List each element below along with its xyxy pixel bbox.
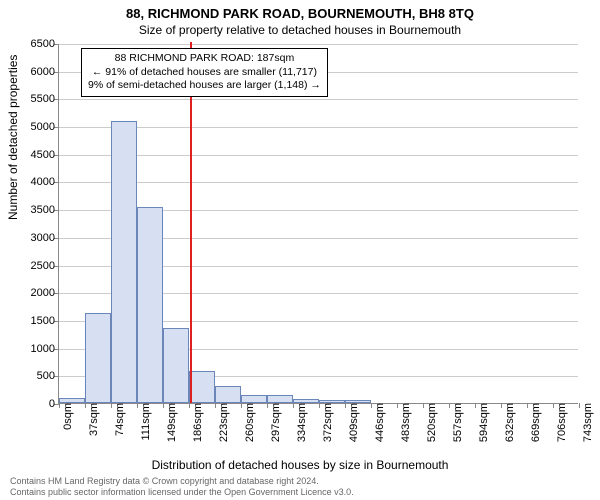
y-tick-label: 6500 xyxy=(31,38,59,50)
y-tick-label: 2000 xyxy=(31,287,59,299)
footer-line1: Contains HM Land Registry data © Crown c… xyxy=(10,476,354,487)
histogram-bar xyxy=(241,395,267,403)
x-tick-label: 557sqm xyxy=(450,403,464,442)
y-tick-label: 6000 xyxy=(31,66,59,78)
x-tick-label: 74sqm xyxy=(112,403,126,436)
x-tick-label: 186sqm xyxy=(190,403,204,442)
x-tick-label: 0sqm xyxy=(60,403,74,430)
y-tick-label: 1500 xyxy=(31,315,59,327)
annotation-box: 88 RICHMOND PARK ROAD: 187sqm ← 91% of d… xyxy=(81,48,328,97)
y-tick-label: 4000 xyxy=(31,176,59,188)
plot-area: 0500100015002000250030003500400045005000… xyxy=(58,44,578,404)
x-tick-label: 111sqm xyxy=(138,403,152,441)
footer-attribution: Contains HM Land Registry data © Crown c… xyxy=(10,476,354,499)
histogram-bar xyxy=(267,395,293,403)
y-tick-label: 3500 xyxy=(31,204,59,216)
annotation-line2: ← 91% of detached houses are smaller (11… xyxy=(88,66,321,80)
gridline xyxy=(59,44,578,45)
y-axis-label: Number of detached properties xyxy=(6,55,20,220)
y-tick-label: 500 xyxy=(37,370,59,382)
y-tick-label: 4500 xyxy=(31,149,59,161)
y-tick-label: 5000 xyxy=(31,121,59,133)
x-tick-label: 372sqm xyxy=(320,403,334,442)
histogram-bar xyxy=(215,386,241,403)
footer-line2: Contains public sector information licen… xyxy=(10,487,354,498)
y-tick-label: 3000 xyxy=(31,232,59,244)
y-tick-label: 1000 xyxy=(31,343,59,355)
x-tick-label: 149sqm xyxy=(164,403,178,442)
y-tick-label: 0 xyxy=(49,398,59,410)
histogram-bar xyxy=(189,371,215,403)
histogram-bar xyxy=(85,313,111,403)
x-axis-label: Distribution of detached houses by size … xyxy=(0,458,600,472)
histogram-bar xyxy=(137,207,163,403)
x-tick-label: 594sqm xyxy=(476,403,490,442)
chart-subtitle: Size of property relative to detached ho… xyxy=(0,21,600,41)
x-tick-label: 706sqm xyxy=(554,403,568,442)
x-tick-label: 334sqm xyxy=(294,403,308,442)
gridline xyxy=(59,99,578,100)
histogram-bar xyxy=(163,328,189,403)
x-tick-label: 223sqm xyxy=(216,403,230,442)
chart-title: 88, RICHMOND PARK ROAD, BOURNEMOUTH, BH8… xyxy=(0,0,600,21)
x-tick-label: 37sqm xyxy=(86,403,100,436)
x-tick-label: 520sqm xyxy=(424,403,438,442)
annotation-line3: 9% of semi-detached houses are larger (1… xyxy=(88,79,321,93)
y-tick-label: 2500 xyxy=(31,260,59,272)
x-tick-label: 297sqm xyxy=(268,403,282,442)
x-tick-label: 632sqm xyxy=(502,403,516,442)
x-tick-label: 669sqm xyxy=(528,403,542,442)
x-tick-label: 260sqm xyxy=(242,403,256,442)
histogram-bar xyxy=(111,121,137,403)
y-tick-label: 5500 xyxy=(31,93,59,105)
x-tick-label: 446sqm xyxy=(372,403,386,442)
x-tick-label: 743sqm xyxy=(580,403,594,442)
x-tick-label: 409sqm xyxy=(346,403,360,442)
chart-container: 88, RICHMOND PARK ROAD, BOURNEMOUTH, BH8… xyxy=(0,0,600,500)
x-tick-label: 483sqm xyxy=(398,403,412,442)
annotation-line1: 88 RICHMOND PARK ROAD: 187sqm xyxy=(88,52,321,66)
